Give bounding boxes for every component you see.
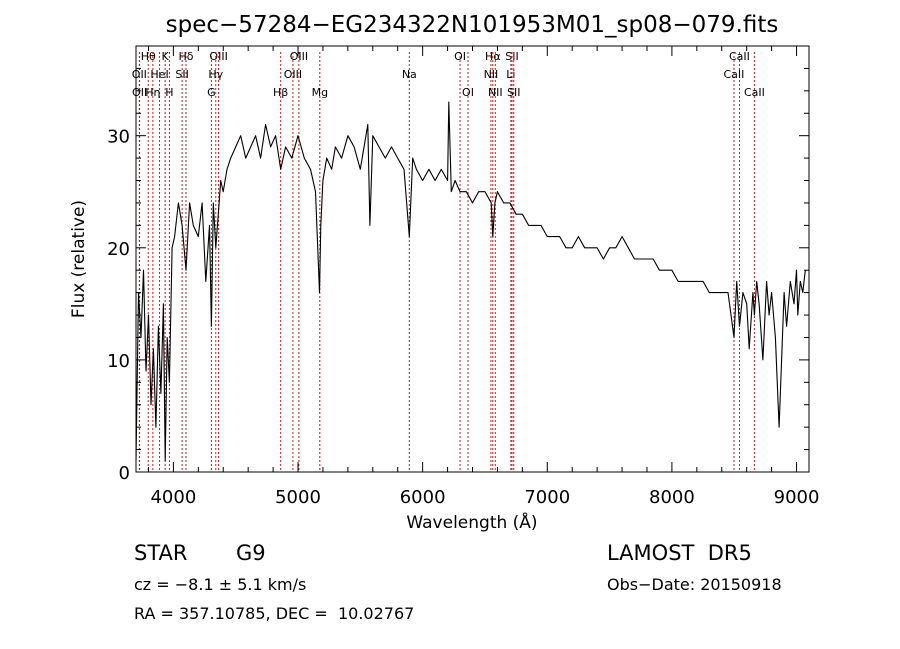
line-marker-label: HeI	[150, 68, 168, 81]
spectrum-line	[135, 101, 806, 462]
coordinates: RA = 357.10785, DEC = 10.02767	[134, 604, 415, 623]
line-marker-label: OIII	[290, 50, 308, 63]
line-marker-label: G	[207, 86, 216, 99]
line-marker-label: Hη	[145, 86, 160, 99]
x-tick-label: 5000	[275, 487, 321, 508]
observation-date: Obs−Date: 20150918	[607, 575, 782, 594]
line-marker-label: Hβ	[273, 86, 288, 99]
survey-release: LAMOST DR5	[607, 541, 752, 565]
line-marker-label: SII	[507, 86, 520, 99]
line-marker-label: Hγ	[208, 68, 223, 81]
line-marker-label: NII	[484, 68, 499, 81]
redshift-cz: cz = −8.1 ± 5.1 km/s	[134, 575, 307, 594]
x-tick-label: 4000	[150, 487, 196, 508]
y-axis-label: Flux (relative)	[69, 200, 89, 318]
line-marker-label: OI	[454, 50, 466, 63]
spectrum-series	[135, 101, 806, 462]
line-marker-label: Hα	[485, 50, 501, 63]
line-marker-label: CaII	[724, 68, 745, 81]
line-marker-label: SII	[505, 50, 518, 63]
line-marker-label: Hδ	[178, 50, 193, 63]
line-marker-label: CaII	[729, 50, 750, 63]
line-marker-label: OIII	[209, 50, 227, 63]
object-class: STAR	[134, 541, 188, 565]
line-marker-label: K	[162, 50, 170, 63]
y-tick-label: 30	[107, 127, 130, 148]
x-tick-label: 9000	[774, 487, 820, 508]
line-marker-label: Hθ	[141, 50, 156, 63]
x-axis-ticks: 4000 5000 6000 7000 8000 9000	[147, 46, 820, 508]
line-marker-label: NII	[488, 86, 503, 99]
line-marker-label: Li	[506, 68, 515, 81]
line-marker-label: SII	[175, 68, 188, 81]
line-marker-label: Mg	[312, 86, 328, 99]
object-subclass: G9	[236, 541, 266, 565]
x-axis-label: Wavelength (Å)	[406, 511, 537, 533]
y-tick-label: 0	[119, 463, 130, 484]
plot-frame	[135, 45, 810, 473]
y-axis-ticks: 0 10 20 30	[107, 67, 809, 484]
line-marker-label: OI	[462, 86, 474, 99]
y-tick-label: 10	[107, 351, 130, 372]
line-marker-label: Na	[402, 68, 417, 81]
x-tick-label: 8000	[649, 487, 695, 508]
line-marker-label: CaII	[744, 86, 765, 99]
y-tick-label: 20	[107, 239, 130, 260]
x-tick-label: 7000	[524, 487, 570, 508]
line-marker-label: OIII	[284, 68, 302, 81]
line-marker-label: H	[165, 86, 173, 99]
chart-title: spec−57284−EG234322N101953M01_sp08−079.f…	[166, 12, 779, 38]
x-tick-label: 6000	[400, 487, 446, 508]
